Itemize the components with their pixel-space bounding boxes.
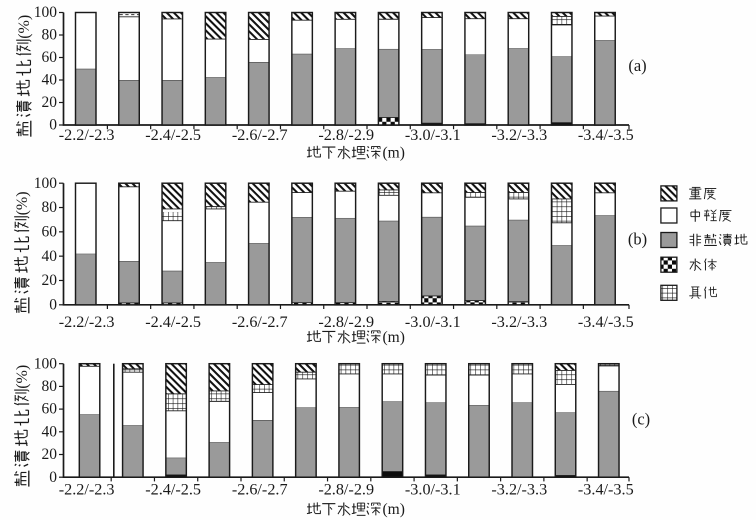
svg-text:60: 60 [42, 401, 58, 418]
svg-text:100: 100 [34, 175, 58, 192]
svg-text:-3.0/-3.1: -3.0/-3.1 [405, 481, 461, 499]
svg-text:-2.8/-2.9: -2.8/-2.9 [318, 126, 374, 144]
svg-text:20: 20 [42, 272, 58, 289]
svg-text:-2.4/-2.5: -2.4/-2.5 [145, 126, 201, 144]
svg-text:(a): (a) [628, 56, 646, 75]
svg-text:0: 0 [49, 117, 57, 134]
svg-text:-2.4/-2.5: -2.4/-2.5 [145, 313, 201, 331]
svg-text:20: 20 [42, 446, 58, 463]
svg-text:-2.2/-2.3: -2.2/-2.3 [59, 313, 115, 331]
svg-text:-3.4/-3.5: -3.4/-3.5 [578, 313, 634, 331]
svg-text:40: 40 [42, 72, 58, 89]
svg-text:-2.4/-2.5: -2.4/-2.5 [145, 481, 201, 499]
svg-text:(%): (%) [14, 365, 31, 389]
svg-text:(%): (%) [16, 15, 33, 39]
svg-text:-2.2/-2.3: -2.2/-2.3 [59, 481, 115, 499]
svg-text:60: 60 [42, 223, 58, 240]
svg-text:80: 80 [42, 378, 58, 395]
svg-text:-2.8/-2.9: -2.8/-2.9 [318, 313, 374, 331]
svg-text:-3.4/-3.5: -3.4/-3.5 [578, 481, 634, 499]
svg-text:20: 20 [42, 94, 58, 111]
svg-text:-2.6/-2.7: -2.6/-2.7 [232, 126, 288, 144]
svg-text:(m): (m) [383, 329, 405, 346]
svg-text:100: 100 [34, 355, 58, 372]
svg-text:(c): (c) [632, 410, 650, 429]
svg-text:-3.2/-3.3: -3.2/-3.3 [491, 481, 547, 499]
svg-text:-2.8/-2.9: -2.8/-2.9 [318, 481, 374, 499]
svg-text:-3.4/-3.5: -3.4/-3.5 [578, 126, 634, 144]
svg-text:(%): (%) [14, 191, 31, 215]
svg-text:-2.6/-2.7: -2.6/-2.7 [232, 313, 288, 331]
svg-text:-3.2/-3.3: -3.2/-3.3 [491, 126, 547, 144]
svg-text:40: 40 [42, 248, 58, 265]
svg-text:(m): (m) [383, 145, 405, 162]
svg-text:-2.6/-2.7: -2.6/-2.7 [232, 481, 288, 499]
svg-text:100: 100 [34, 4, 58, 21]
svg-text:-3.2/-3.3: -3.2/-3.3 [491, 313, 547, 331]
svg-text:0: 0 [49, 296, 57, 313]
svg-text:-3.0/-3.1: -3.0/-3.1 [405, 126, 461, 144]
svg-text:-2.2/-2.3: -2.2/-2.3 [59, 126, 115, 144]
svg-text:-3.0/-3.1: -3.0/-3.1 [405, 313, 461, 331]
svg-text:60: 60 [42, 49, 58, 66]
svg-text:(b): (b) [628, 230, 647, 249]
svg-text:(m): (m) [383, 501, 405, 518]
svg-text:0: 0 [49, 469, 57, 486]
svg-text:80: 80 [42, 27, 58, 44]
svg-text:40: 40 [42, 423, 58, 440]
svg-text:80: 80 [42, 199, 58, 216]
